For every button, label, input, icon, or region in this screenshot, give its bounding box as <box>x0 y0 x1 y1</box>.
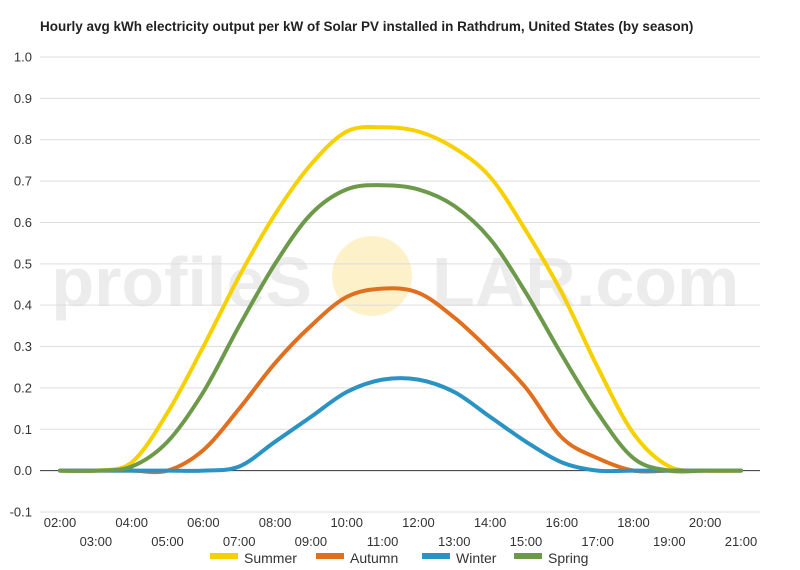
legend-label-spring[interactable]: Spring <box>548 550 588 566</box>
x-tick-label: 11:00 <box>367 534 399 549</box>
y-tick-label: 1.0 <box>14 50 32 65</box>
y-tick-label: 0.3 <box>14 339 32 354</box>
x-tick-label: 12:00 <box>402 515 435 530</box>
y-tick-label: 0.7 <box>14 174 32 189</box>
x-tick-label: 21:00 <box>725 534 758 549</box>
x-tick-label: 15:00 <box>510 534 543 549</box>
y-tick-label: 0.5 <box>14 256 32 271</box>
y-tick-label: -0.1 <box>10 505 32 520</box>
x-tick-label: 05:00 <box>151 534 184 549</box>
y-tick-label: 0.1 <box>14 422 32 437</box>
legend-swatch-autumn <box>316 553 344 559</box>
y-tick-label: 0.8 <box>14 132 32 147</box>
series-line-winter <box>58 376 743 474</box>
x-tick-label: 08:00 <box>259 515 292 530</box>
chart-title: Hourly avg kWh electricity output per kW… <box>40 19 694 34</box>
y-tick-label: 0.0 <box>14 463 32 478</box>
x-tick-label: 03:00 <box>80 534 113 549</box>
watermark-text-left: profileS <box>51 243 312 321</box>
series-line-spring <box>58 183 743 474</box>
legend-swatch-winter <box>422 553 450 559</box>
watermark-sun-icon <box>332 236 412 316</box>
legend-label-autumn[interactable]: Autumn <box>350 550 398 566</box>
legend-swatch-summer <box>210 553 238 559</box>
x-tick-label: 13:00 <box>438 534 471 549</box>
series-line-summer <box>58 124 743 474</box>
x-tick-label: 06:00 <box>187 515 220 530</box>
y-tick-label: 0.6 <box>14 215 32 230</box>
x-tick-label: 10:00 <box>330 515 363 530</box>
y-tick-label: 0.2 <box>14 380 32 395</box>
x-tick-label: 07:00 <box>223 534 256 549</box>
x-tick-label: 18:00 <box>617 515 650 530</box>
x-tick-label: 04:00 <box>115 515 148 530</box>
legend-swatch-spring <box>514 553 542 559</box>
x-tick-label: 17:00 <box>581 534 614 549</box>
x-tick-label: 20:00 <box>689 515 722 530</box>
watermark-text-right: LAR.com <box>432 243 739 321</box>
x-tick-label: 09:00 <box>295 534 328 549</box>
x-tick-label: 19:00 <box>653 534 686 549</box>
y-tick-label: 0.9 <box>14 91 32 106</box>
y-tick-label: 0.4 <box>14 298 32 313</box>
legend-label-winter[interactable]: Winter <box>456 550 497 566</box>
x-tick-label: 16:00 <box>546 515 579 530</box>
legend-label-summer[interactable]: Summer <box>244 550 297 566</box>
x-tick-label: 14:00 <box>474 515 507 530</box>
x-tick-label: 02:00 <box>44 515 77 530</box>
